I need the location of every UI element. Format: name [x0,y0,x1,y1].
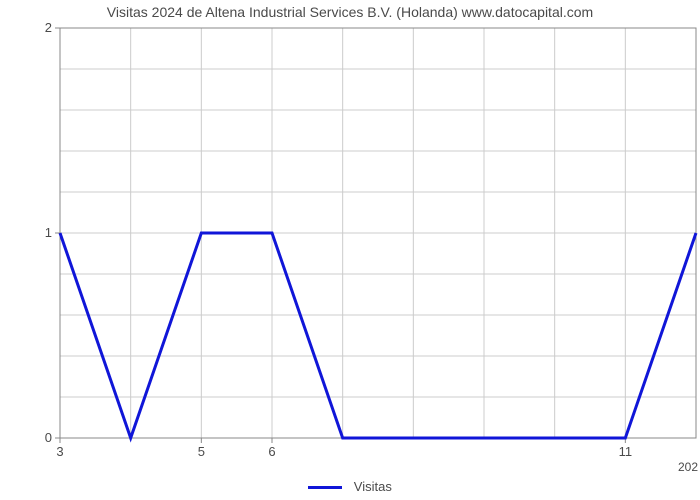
x-tick-label: 5 [198,444,205,459]
x-sub-label: 202 [678,460,698,474]
chart-plot [0,0,700,500]
legend-label: Visitas [354,479,392,494]
x-tick-label: 6 [268,444,275,459]
x-tick-label: 11 [619,444,633,459]
y-tick-label: 1 [22,225,52,240]
legend-swatch [308,486,342,489]
x-tick-label: 3 [56,444,63,459]
y-tick-label: 0 [22,430,52,445]
chart-container: Visitas 2024 de Altena Industrial Servic… [0,0,700,500]
legend: Visitas [0,479,700,494]
y-tick-label: 2 [22,20,52,35]
chart-title: Visitas 2024 de Altena Industrial Servic… [0,4,700,20]
